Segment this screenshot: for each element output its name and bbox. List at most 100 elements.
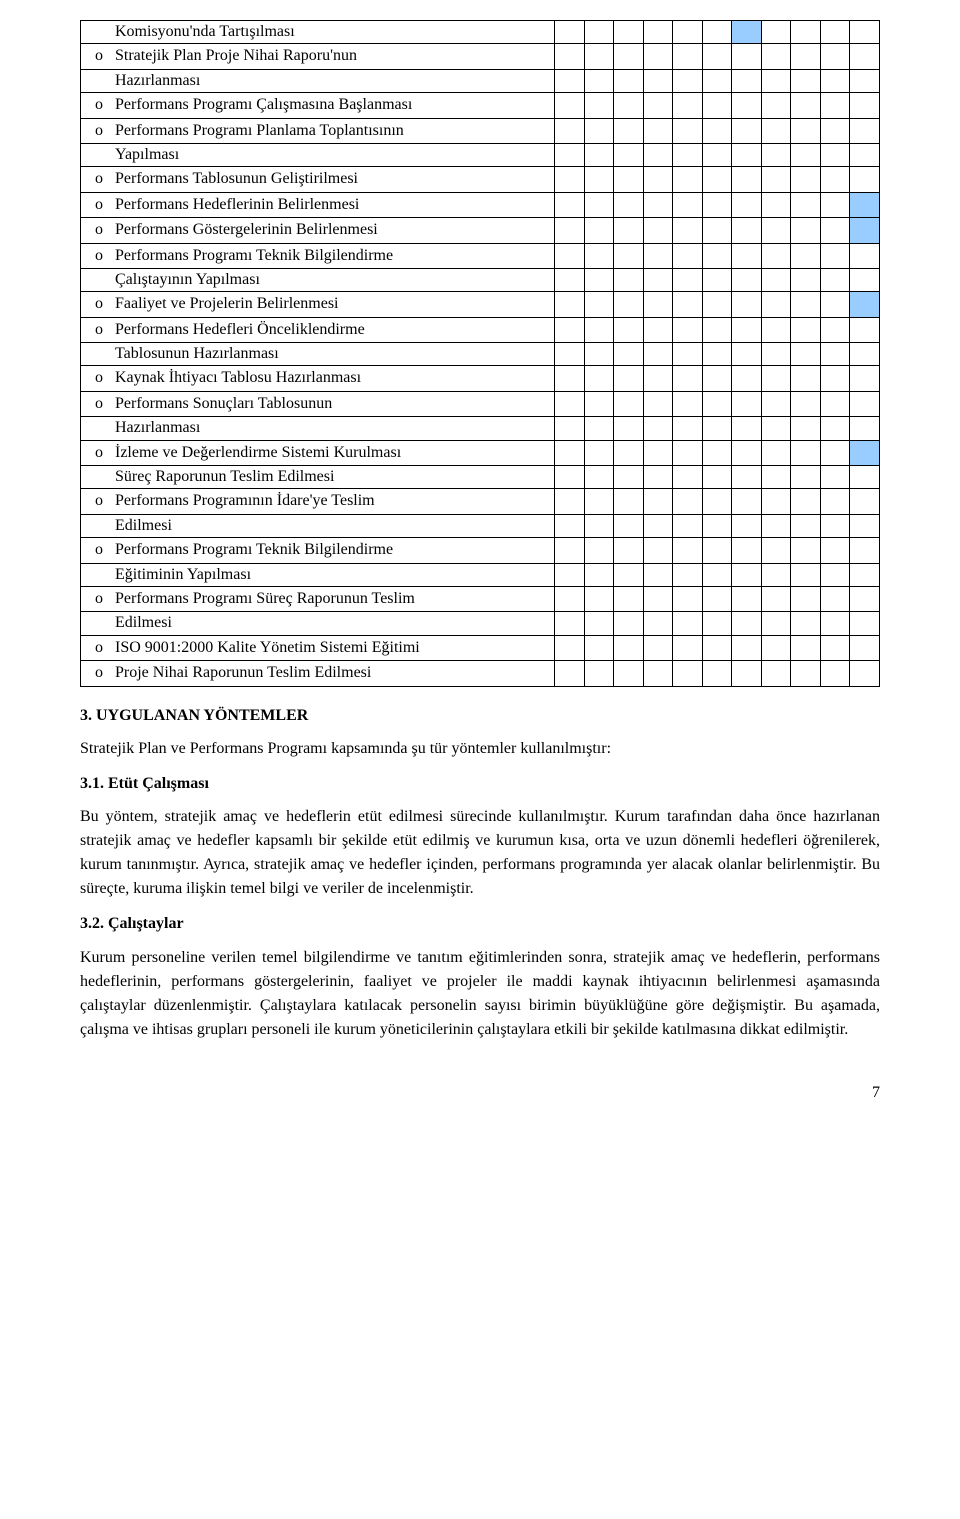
gantt-cell [791, 192, 821, 217]
gantt-cell [732, 489, 762, 514]
gantt-row: oPerformans Göstergelerinin Belirlenmesi [81, 218, 880, 243]
gantt-cell [850, 268, 880, 291]
gantt-cell [702, 69, 732, 92]
gantt-cell [820, 192, 850, 217]
gantt-cell [643, 118, 673, 143]
gantt-cell [791, 21, 821, 44]
gantt-cell [614, 21, 644, 44]
gantt-row-label-cell: Süreç Raporunun Teslim Edilmesi [81, 466, 555, 489]
gantt-cell [761, 192, 791, 217]
gantt-cell [820, 440, 850, 465]
gantt-cell [761, 563, 791, 586]
gantt-cell [702, 391, 732, 416]
bullet-marker: o [81, 319, 115, 341]
gantt-cell [732, 69, 762, 92]
gantt-cell [702, 292, 732, 317]
gantt-cell [850, 93, 880, 118]
gantt-cell [614, 167, 644, 192]
gantt-cell [555, 612, 585, 635]
gantt-cell [761, 538, 791, 563]
gantt-cell [791, 366, 821, 391]
gantt-cell [761, 635, 791, 660]
gantt-cell [820, 391, 850, 416]
gantt-cell [702, 44, 732, 69]
gantt-row-label-cell: Yapılması [81, 143, 555, 166]
gantt-cell [673, 489, 703, 514]
gantt-cell [673, 466, 703, 489]
gantt-cell [791, 563, 821, 586]
section-3-heading: 3. UYGULANAN YÖNTEMLER [80, 705, 880, 727]
gantt-cell [820, 93, 850, 118]
gantt-cell [643, 391, 673, 416]
gantt-cell [791, 635, 821, 660]
gantt-cell [732, 118, 762, 143]
gantt-cell [584, 69, 614, 92]
gantt-cell [732, 44, 762, 69]
gantt-cell [555, 563, 585, 586]
gantt-cell [643, 143, 673, 166]
gantt-cell [673, 417, 703, 440]
gantt-cell [555, 268, 585, 291]
gantt-row-label-cell: Hazırlanması [81, 69, 555, 92]
gantt-cell [732, 440, 762, 465]
gantt-cell [555, 243, 585, 268]
gantt-cell [555, 440, 585, 465]
gantt-cell [820, 317, 850, 342]
gantt-cell [643, 635, 673, 660]
gantt-cell [820, 514, 850, 537]
gantt-cell [820, 417, 850, 440]
gantt-cell [791, 661, 821, 686]
gantt-cell [555, 635, 585, 660]
gantt-cell [761, 440, 791, 465]
gantt-cell [732, 143, 762, 166]
gantt-cell [614, 69, 644, 92]
gantt-cell [555, 466, 585, 489]
gantt-cell [850, 218, 880, 243]
gantt-cell [555, 391, 585, 416]
gantt-row-text: İzleme ve Değerlendirme Sistemi Kurulmas… [115, 442, 554, 464]
gantt-row-label-cell: oPerformans Hedefleri Önceliklendirme [81, 317, 555, 342]
gantt-cell [820, 268, 850, 291]
gantt-cell [584, 563, 614, 586]
gantt-cell [614, 391, 644, 416]
gantt-row-text: Kaynak İhtiyacı Tablosu Hazırlanması [115, 367, 554, 389]
section-3-2-heading: 3.2. Çalıştaylar [80, 913, 880, 935]
gantt-row-text: Performans Hedefleri Önceliklendirme [115, 319, 554, 341]
gantt-cell [643, 661, 673, 686]
gantt-table: Komisyonu'nda TartışılmasıoStratejik Pla… [80, 20, 880, 687]
gantt-cell [791, 466, 821, 489]
gantt-cell [791, 118, 821, 143]
gantt-cell [702, 243, 732, 268]
gantt-cell [555, 538, 585, 563]
gantt-cell [820, 563, 850, 586]
gantt-cell [732, 317, 762, 342]
gantt-cell [820, 118, 850, 143]
gantt-row-label-cell: Edilmesi [81, 612, 555, 635]
gantt-cell [761, 118, 791, 143]
gantt-row-label-cell: Tablosunun Hazırlanması [81, 343, 555, 366]
gantt-row-text: Performans Göstergelerinin Belirlenmesi [115, 219, 554, 241]
gantt-cell [643, 243, 673, 268]
gantt-cell [820, 243, 850, 268]
gantt-cell [673, 268, 703, 291]
gantt-row-text: Komisyonu'nda Tartışılması [81, 21, 554, 43]
gantt-cell [643, 21, 673, 44]
gantt-cell [791, 317, 821, 342]
gantt-row-text: Performans Programı Planlama Toplantısın… [115, 120, 554, 142]
gantt-row: oPerformans Sonuçları Tablosunun [81, 391, 880, 416]
gantt-cell [732, 366, 762, 391]
gantt-cell [584, 292, 614, 317]
gantt-cell [702, 218, 732, 243]
gantt-row-label-cell: oFaaliyet ve Projelerin Belirlenmesi [81, 292, 555, 317]
gantt-row: oPerformans Programı Teknik Bilgilendirm… [81, 243, 880, 268]
gantt-cell [820, 69, 850, 92]
gantt-row: Hazırlanması [81, 417, 880, 440]
gantt-cell [761, 268, 791, 291]
gantt-cell [673, 514, 703, 537]
gantt-row-label-cell: Çalıştayının Yapılması [81, 268, 555, 291]
gantt-cell [702, 563, 732, 586]
gantt-cell [555, 489, 585, 514]
bullet-marker: o [81, 637, 115, 659]
gantt-cell [702, 612, 732, 635]
gantt-cell [702, 635, 732, 660]
